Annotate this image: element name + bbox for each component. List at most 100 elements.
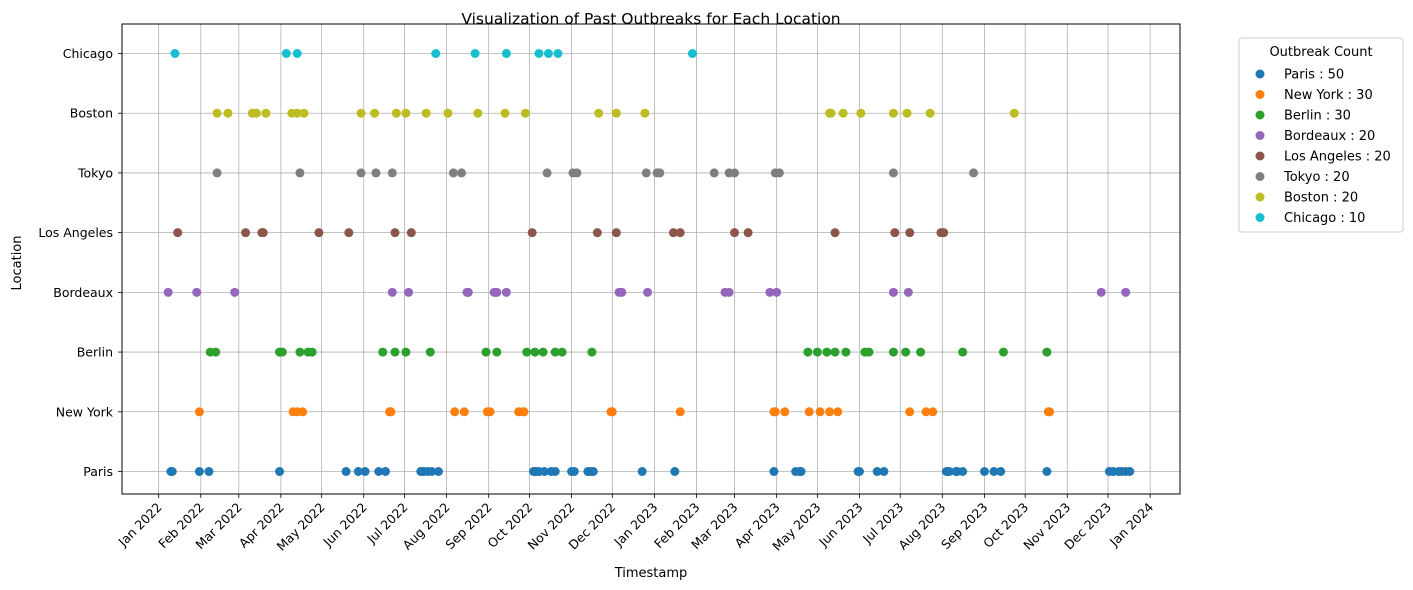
data-point bbox=[275, 467, 285, 476]
y-tick-label: Bordeaux bbox=[53, 285, 113, 300]
data-point bbox=[641, 168, 651, 178]
data-point bbox=[425, 347, 435, 357]
data-point bbox=[492, 347, 502, 357]
data-point bbox=[587, 347, 597, 357]
data-points bbox=[163, 49, 1135, 476]
data-point bbox=[212, 168, 222, 178]
data-point bbox=[431, 49, 441, 58]
data-point bbox=[905, 228, 915, 238]
data-point bbox=[903, 287, 913, 297]
data-point bbox=[170, 49, 180, 58]
data-point bbox=[281, 49, 291, 58]
data-point bbox=[939, 228, 949, 238]
data-point bbox=[1045, 407, 1055, 417]
data-point bbox=[969, 168, 979, 178]
data-point bbox=[404, 287, 414, 297]
data-point bbox=[448, 168, 458, 178]
data-point bbox=[611, 108, 621, 118]
data-point bbox=[360, 467, 370, 476]
data-point bbox=[519, 407, 529, 417]
data-point bbox=[211, 347, 221, 357]
data-point bbox=[617, 287, 627, 297]
data-point bbox=[888, 287, 898, 297]
legend-marker bbox=[1255, 151, 1265, 161]
y-tick-label: New York bbox=[56, 404, 114, 419]
data-point bbox=[167, 467, 177, 476]
data-point bbox=[856, 108, 866, 118]
legend-entry: New York : 30 bbox=[1284, 88, 1373, 103]
legend-marker bbox=[1255, 131, 1265, 140]
data-point bbox=[194, 467, 204, 476]
data-point bbox=[539, 467, 549, 476]
y-tick-label: Los Angeles bbox=[38, 225, 113, 240]
data-point bbox=[370, 108, 380, 118]
data-point bbox=[401, 108, 411, 118]
data-point bbox=[803, 347, 813, 357]
data-point bbox=[427, 467, 437, 476]
data-point bbox=[353, 467, 363, 476]
data-point bbox=[374, 467, 384, 476]
data-point bbox=[492, 287, 502, 297]
data-point bbox=[433, 467, 443, 476]
data-point bbox=[864, 347, 874, 357]
legend: Outbreak Count Paris : 50 New York : 30 Be… bbox=[1238, 37, 1404, 233]
data-point bbox=[958, 347, 968, 357]
data-point bbox=[194, 407, 204, 417]
data-point bbox=[998, 347, 1008, 357]
data-point bbox=[295, 347, 305, 357]
data-point bbox=[822, 347, 832, 357]
data-point bbox=[637, 467, 647, 476]
data-point bbox=[879, 467, 889, 476]
legend-entry: Paris : 50 bbox=[1284, 68, 1344, 83]
data-point bbox=[730, 228, 740, 238]
legend-marker bbox=[1255, 172, 1265, 181]
data-point bbox=[1125, 467, 1135, 476]
data-point bbox=[780, 407, 790, 417]
legend-entry: Tokyo : 20 bbox=[1283, 170, 1350, 185]
data-point bbox=[391, 108, 401, 118]
data-point bbox=[390, 228, 400, 238]
data-point bbox=[888, 108, 898, 118]
data-point bbox=[872, 467, 882, 476]
data-point bbox=[501, 49, 511, 58]
data-point bbox=[833, 407, 843, 417]
data-point bbox=[675, 407, 685, 417]
x-tick-label: Jun 2022 bbox=[319, 500, 369, 550]
data-point bbox=[473, 108, 483, 118]
data-point bbox=[553, 49, 563, 58]
y-tick-label: Chicago bbox=[63, 46, 113, 61]
data-point bbox=[830, 347, 840, 357]
chart-title: Visualization of Past Outbreaks for Each… bbox=[461, 10, 840, 28]
data-point bbox=[890, 228, 900, 238]
legend-entry: Bordeaux : 20 bbox=[1284, 129, 1375, 144]
data-point bbox=[687, 49, 697, 58]
data-point bbox=[443, 108, 453, 118]
data-point bbox=[774, 168, 784, 178]
data-point bbox=[292, 108, 302, 118]
legend-entry: Chicago : 10 bbox=[1284, 211, 1365, 226]
data-point bbox=[192, 287, 202, 297]
data-point bbox=[888, 168, 898, 178]
data-point bbox=[173, 228, 183, 238]
data-point bbox=[390, 347, 400, 357]
data-point bbox=[251, 108, 261, 118]
data-point bbox=[387, 168, 397, 178]
data-point bbox=[378, 347, 388, 357]
data-point bbox=[341, 467, 351, 476]
x-axis-label: Timestamp bbox=[614, 566, 688, 581]
data-point bbox=[592, 228, 602, 238]
data-point bbox=[344, 228, 354, 238]
data-point bbox=[709, 168, 719, 178]
data-point bbox=[550, 467, 560, 476]
data-point bbox=[743, 228, 753, 238]
data-point bbox=[163, 287, 173, 297]
data-point bbox=[770, 407, 780, 417]
data-point bbox=[670, 467, 680, 476]
data-point bbox=[958, 467, 968, 476]
data-point bbox=[204, 467, 214, 476]
data-point bbox=[501, 287, 511, 297]
data-point bbox=[292, 49, 302, 58]
data-point bbox=[569, 467, 579, 476]
legend-title: Outbreak Count bbox=[1269, 45, 1372, 60]
